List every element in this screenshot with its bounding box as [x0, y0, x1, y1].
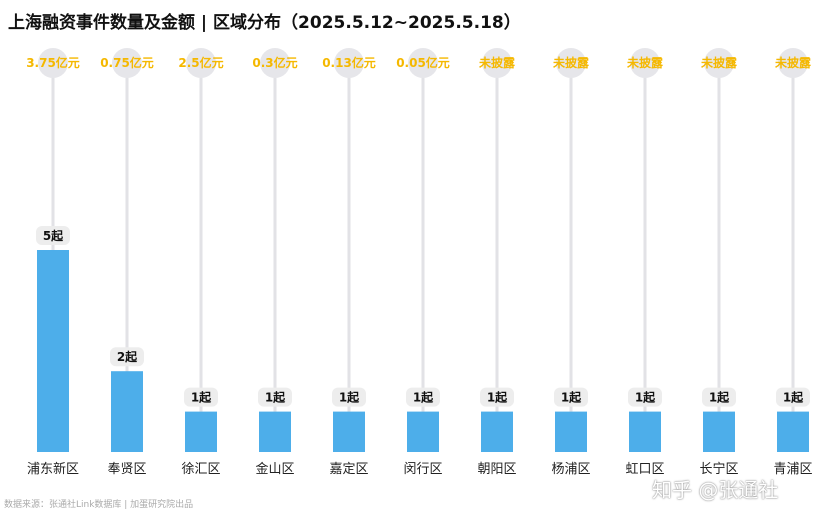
bar: [259, 411, 291, 452]
value-label-bg: [332, 387, 366, 407]
amount-circle: [112, 48, 142, 78]
value-label-bg: [110, 347, 144, 367]
amount-label: 3.75亿元: [26, 55, 80, 70]
bar: [111, 371, 143, 452]
value-label: 1起: [709, 390, 730, 405]
amount-label: 0.3亿元: [252, 55, 297, 70]
value-label-bg: [36, 226, 70, 245]
bar: [481, 411, 513, 452]
x-tick-label: 浦东新区: [27, 461, 79, 477]
amount-circle: [482, 48, 512, 78]
x-tick-label: 嘉定区: [329, 462, 368, 477]
watermark: 知乎 @张通社: [652, 478, 779, 502]
value-label: 1起: [265, 390, 286, 405]
value-label: 1起: [635, 390, 656, 405]
amount-label: 0.13亿元: [322, 55, 376, 70]
value-label-bg: [406, 387, 440, 407]
amount-label: 0.05亿元: [396, 55, 450, 70]
amount-circle: [408, 48, 438, 78]
bar: [333, 411, 365, 452]
amount-label: 未披露: [478, 55, 516, 70]
amount-circle: [778, 48, 808, 78]
bar: [629, 411, 661, 452]
bar: [185, 411, 217, 452]
amount-label: 未披露: [552, 55, 590, 70]
value-label: 1起: [487, 390, 508, 405]
x-tick-label: 徐汇区: [181, 462, 220, 477]
value-label: 1起: [413, 390, 434, 405]
x-tick-label: 杨浦区: [551, 462, 590, 477]
amount-label: 2.5亿元: [178, 55, 223, 70]
bar: [777, 411, 809, 452]
x-tick-label: 朝阳区: [477, 462, 516, 477]
value-label: 1起: [339, 390, 360, 405]
amount-circle: [260, 48, 290, 78]
value-label-bg: [702, 387, 736, 407]
amount-circle: [630, 48, 660, 78]
value-label: 1起: [783, 390, 804, 405]
value-label-bg: [184, 387, 218, 407]
x-tick-label: 奉贤区: [107, 462, 146, 477]
value-label-bg: [628, 387, 662, 407]
amount-label: 未披露: [626, 55, 664, 70]
amount-circle: [186, 48, 216, 78]
value-label: 1起: [561, 390, 582, 405]
amount-circle: [704, 48, 734, 78]
amount-label: 0.75亿元: [100, 55, 154, 70]
x-tick-label: 长宁区: [699, 461, 738, 477]
amount-circle: [556, 48, 586, 78]
x-tick-label: 金山区: [255, 461, 294, 477]
value-label-bg: [554, 387, 588, 407]
x-tick-label: 闵行区: [403, 462, 442, 477]
value-label: 2起: [117, 349, 138, 364]
source-footer: 数据来源：张通社Link数据库 | 加蛋研究院出品: [4, 500, 194, 510]
value-label-bg: [776, 387, 810, 407]
amount-label: 未披露: [774, 55, 812, 70]
value-label-bg: [480, 387, 514, 407]
value-label: 5起: [43, 228, 64, 243]
amount-circle: [38, 48, 68, 78]
x-tick-label: 青浦区: [773, 462, 812, 477]
value-label-bg: [258, 387, 292, 407]
bar: [37, 250, 69, 452]
bar: [703, 411, 735, 452]
bar: [555, 411, 587, 452]
amount-circle: [334, 48, 364, 78]
x-tick-label: 虹口区: [625, 462, 664, 477]
bar: [407, 411, 439, 452]
amount-label: 未披露: [700, 55, 738, 70]
value-label: 1起: [191, 390, 212, 405]
chart-title: 上海融资事件数量及金额 | 区域分布（2025.5.12~2025.5.18）: [8, 13, 521, 33]
